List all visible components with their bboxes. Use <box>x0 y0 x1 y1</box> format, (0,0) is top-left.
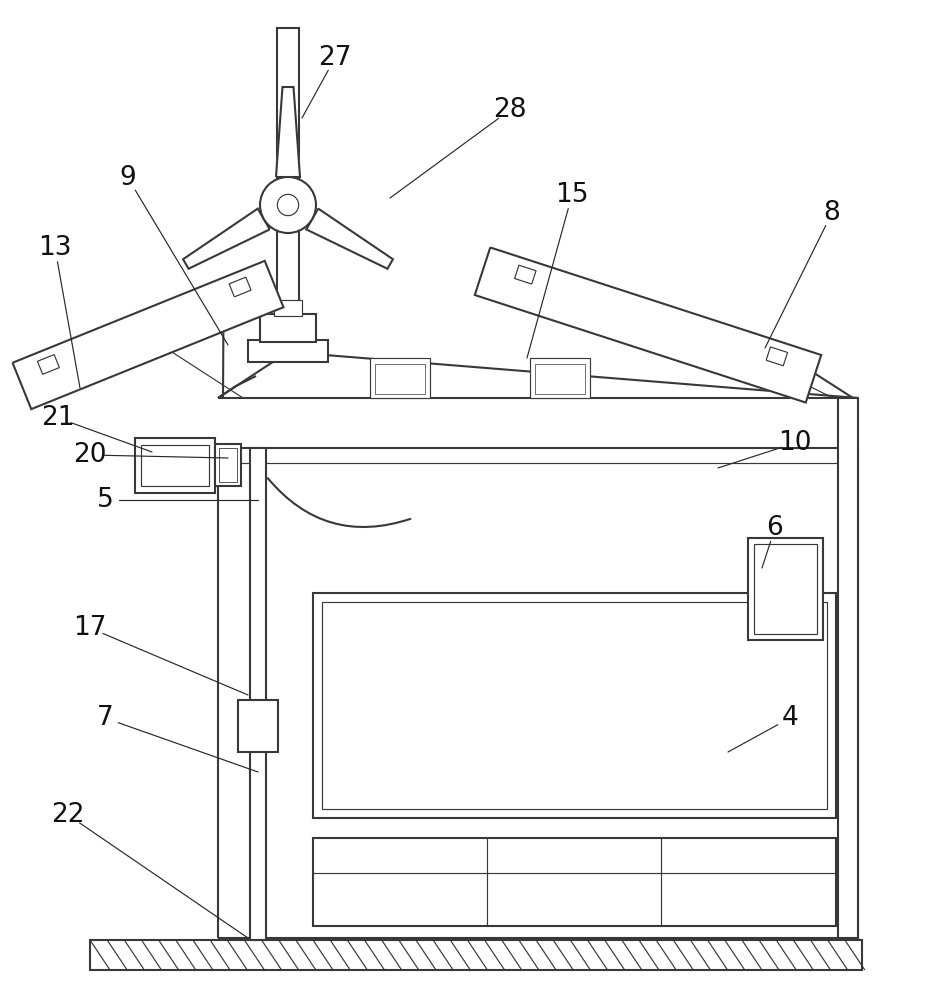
Polygon shape <box>229 277 251 297</box>
Text: 9: 9 <box>120 165 136 191</box>
Bar <box>313 593 836 818</box>
Text: 17: 17 <box>73 615 106 641</box>
Text: 22: 22 <box>51 802 85 828</box>
Bar <box>313 838 836 926</box>
Bar <box>322 602 827 809</box>
Bar <box>90 940 862 970</box>
Polygon shape <box>37 355 60 374</box>
Bar <box>219 448 237 482</box>
Text: 4: 4 <box>782 705 799 731</box>
Bar <box>754 544 817 634</box>
Bar <box>274 300 302 316</box>
Polygon shape <box>12 261 283 409</box>
Circle shape <box>260 177 316 233</box>
Bar <box>838 398 858 938</box>
Text: 15: 15 <box>555 182 588 208</box>
Text: 20: 20 <box>73 442 106 468</box>
FancyArrowPatch shape <box>268 478 410 527</box>
Bar <box>238 700 278 752</box>
Text: 8: 8 <box>824 200 841 226</box>
Bar <box>370 358 430 398</box>
Polygon shape <box>276 87 300 177</box>
Text: 6: 6 <box>767 515 784 541</box>
Bar <box>277 28 299 352</box>
Polygon shape <box>183 209 270 269</box>
Polygon shape <box>766 347 787 366</box>
Polygon shape <box>306 209 393 269</box>
Bar <box>135 438 215 493</box>
Bar <box>250 448 266 940</box>
Bar <box>260 314 316 342</box>
Text: 10: 10 <box>778 430 812 456</box>
Bar <box>141 445 209 486</box>
Bar <box>375 364 425 394</box>
Text: 21: 21 <box>41 405 75 431</box>
Bar <box>248 340 328 362</box>
Bar <box>530 358 590 398</box>
Polygon shape <box>474 247 821 403</box>
Text: 27: 27 <box>318 45 352 71</box>
Text: 5: 5 <box>96 487 113 513</box>
Bar <box>748 538 823 640</box>
Circle shape <box>277 194 299 216</box>
Text: 7: 7 <box>96 705 113 731</box>
Text: 28: 28 <box>493 97 527 123</box>
Bar <box>215 444 241 486</box>
Bar <box>535 364 585 394</box>
Polygon shape <box>515 265 536 284</box>
Text: 13: 13 <box>38 235 72 261</box>
